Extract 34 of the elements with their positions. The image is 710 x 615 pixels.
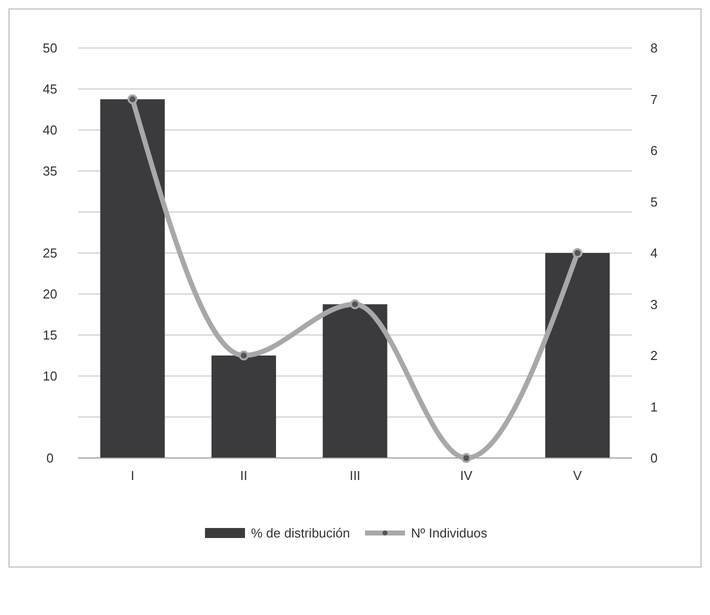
y-tick-label: 20 bbox=[42, 286, 58, 302]
y2-tick-label: 0 bbox=[650, 450, 658, 466]
bar bbox=[100, 99, 165, 458]
point bbox=[572, 248, 582, 258]
y-tick-label: 25 bbox=[42, 246, 58, 261]
x-tick-label: V bbox=[573, 468, 582, 483]
y2-tick-label: 8 bbox=[650, 40, 658, 56]
y2-tick-label: 2 bbox=[650, 348, 658, 364]
y-tick-label: 35 bbox=[42, 164, 58, 179]
y-tick-label: 40 bbox=[42, 122, 58, 138]
x-tick-label: IV bbox=[460, 468, 473, 483]
x-tick-label: II bbox=[240, 468, 248, 483]
point bbox=[128, 94, 138, 104]
y2-tick-label: 7 bbox=[650, 92, 658, 107]
y-tick-label: 10 bbox=[42, 368, 58, 384]
point bbox=[461, 453, 472, 463]
y2-tick-label: 4 bbox=[650, 246, 658, 261]
y-tick-label: 0 bbox=[46, 450, 54, 466]
bar bbox=[545, 253, 610, 458]
legend-label: % de distribución bbox=[251, 526, 350, 541]
bar bbox=[211, 356, 276, 458]
legend-label: Nº Individuos bbox=[411, 526, 488, 541]
y2-tick-label: 5 bbox=[650, 194, 658, 210]
y-tick-label: 45 bbox=[42, 82, 58, 97]
y2-tick-label: 3 bbox=[650, 296, 658, 312]
point bbox=[238, 350, 249, 360]
bar bbox=[322, 304, 388, 458]
x-tick-label: I bbox=[130, 468, 134, 483]
y2-tick-label: 1 bbox=[650, 399, 658, 414]
y-tick-label: 50 bbox=[42, 40, 58, 56]
y-tick-label: 15 bbox=[42, 328, 58, 343]
y2-tick-label: 6 bbox=[650, 143, 658, 158]
point bbox=[350, 299, 360, 310]
x-tick-label: III bbox=[350, 468, 360, 483]
